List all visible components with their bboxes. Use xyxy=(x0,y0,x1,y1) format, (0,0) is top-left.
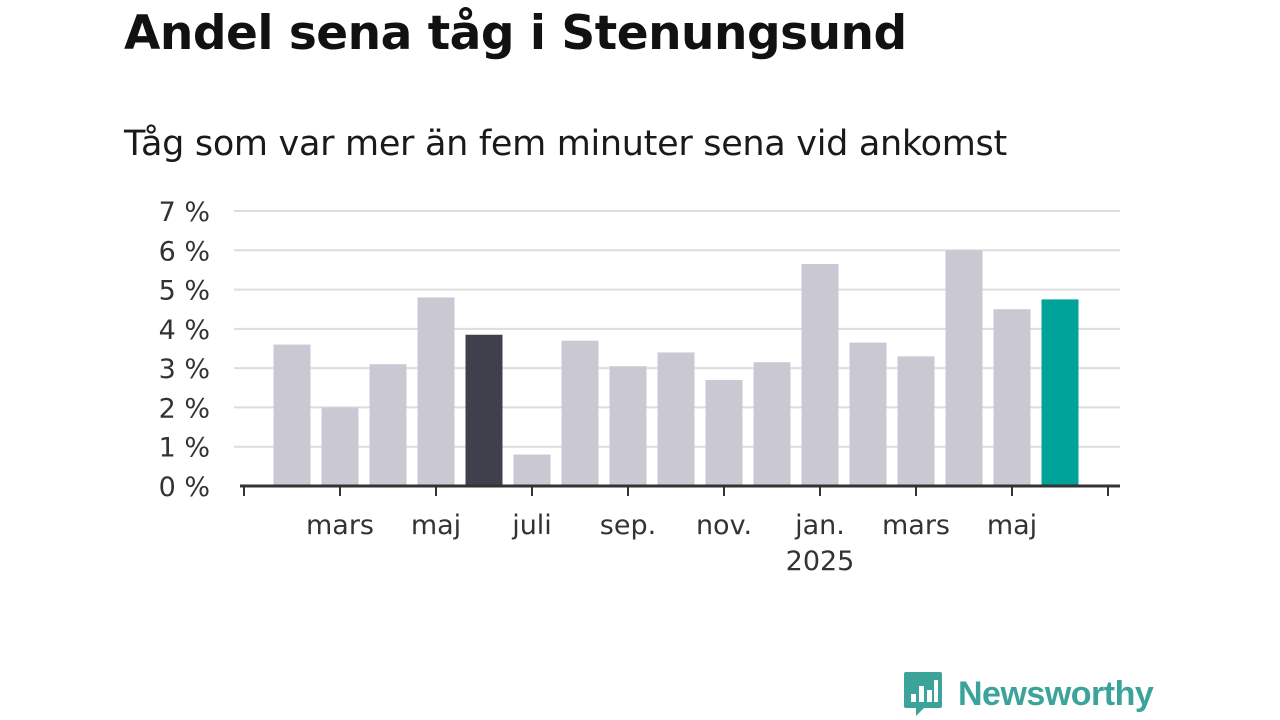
x-tick-label: mars xyxy=(306,510,374,541)
chart-subtitle: Tåg som var mer än fem minuter sena vid … xyxy=(124,124,1007,164)
bar xyxy=(705,379,743,486)
chart-title: Andel sena tåg i Stenungsund xyxy=(124,6,907,61)
bar xyxy=(417,297,455,486)
bar xyxy=(273,344,311,486)
y-tick-label: 5 % xyxy=(159,276,210,307)
y-tick-label: 6 % xyxy=(159,236,210,267)
y-tick-label: 2 % xyxy=(159,393,210,424)
x-tick-label: sep. xyxy=(600,510,656,541)
bar xyxy=(513,454,551,486)
x-tick-label: jan. xyxy=(794,510,845,541)
bar xyxy=(609,366,647,486)
brand-name: Newsworthy xyxy=(958,674,1154,713)
x-tick-label: juli xyxy=(511,510,552,541)
bar xyxy=(369,364,407,486)
x-tick-label: nov. xyxy=(696,510,752,541)
bar xyxy=(897,356,935,486)
x-tick-label: mars xyxy=(882,510,950,541)
bar xyxy=(801,264,839,486)
bar xyxy=(849,342,887,486)
bar-chart-speech-bubble-icon xyxy=(904,672,942,716)
bar xyxy=(945,250,983,486)
y-axis-ticks: 0 % 1 % 2 % 3 % 4 % 5 % 6 % 7 % xyxy=(159,197,210,503)
x-axis xyxy=(240,484,1120,496)
y-tick-label: 4 % xyxy=(159,315,210,346)
y-tick-label: 0 % xyxy=(159,472,210,503)
y-tick-label: 1 % xyxy=(159,433,210,464)
bar xyxy=(1041,299,1079,486)
y-tick-label: 3 % xyxy=(159,354,210,385)
bar xyxy=(657,352,695,486)
bar xyxy=(321,407,359,486)
x-tick-label: maj xyxy=(987,510,1037,541)
x-tick-label: maj xyxy=(411,510,461,541)
bar xyxy=(465,334,503,486)
bar xyxy=(561,340,599,486)
brand-logo: Newsworthy xyxy=(902,670,1154,718)
bar xyxy=(993,309,1031,486)
x-tick-year-label: 2025 xyxy=(786,546,855,577)
y-tick-label: 7 % xyxy=(159,197,210,228)
bar xyxy=(753,362,791,486)
x-axis-ticks: mars maj juli sep. nov. jan. 2025 mars maj xyxy=(306,486,1037,577)
bars xyxy=(273,250,1079,486)
